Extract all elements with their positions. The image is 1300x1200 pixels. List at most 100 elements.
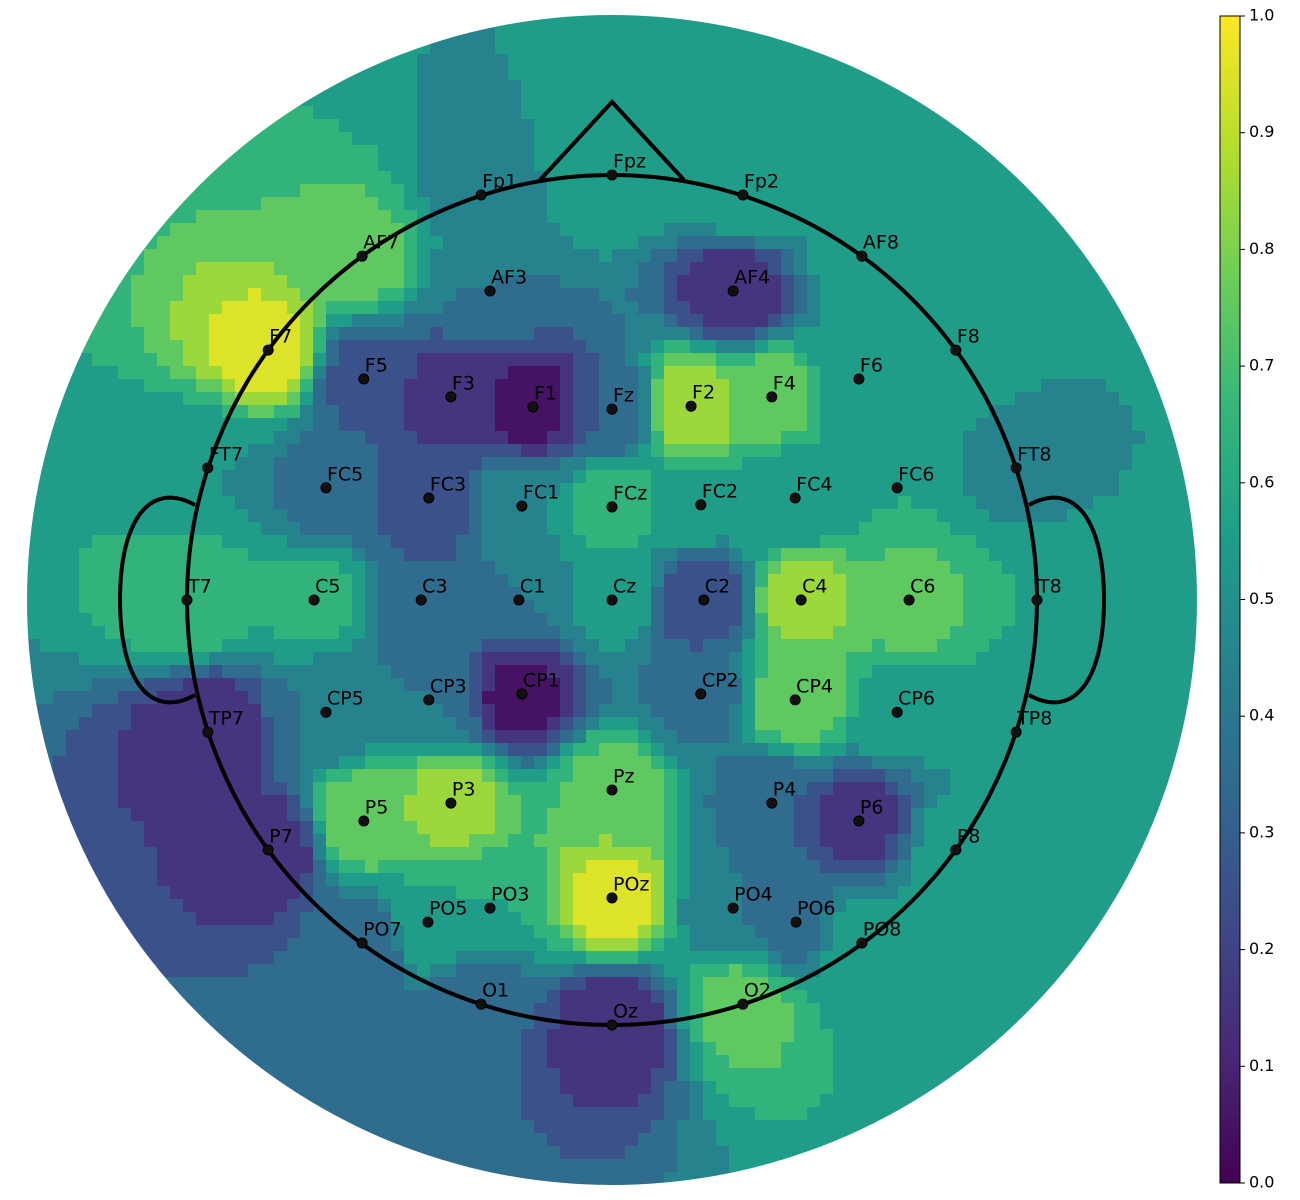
field-cell: [872, 522, 886, 536]
field-cell: [1093, 665, 1107, 679]
field-cell: [404, 782, 418, 796]
field-cell: [404, 730, 418, 744]
field-cell: [716, 145, 730, 159]
field-cell: [859, 184, 873, 198]
field-cell: [547, 184, 561, 198]
field-cell: [781, 704, 795, 718]
field-cell: [430, 366, 444, 380]
field-cell: [300, 678, 314, 692]
field-cell: [625, 717, 639, 731]
field-cell: [482, 145, 496, 159]
field-cell: [820, 457, 834, 471]
field-cell: [586, 340, 600, 354]
field-cell: [326, 184, 340, 198]
field-cell: [1041, 340, 1055, 354]
field-cell: [911, 132, 925, 146]
field-cell: [1093, 249, 1107, 263]
field-cell: [651, 665, 665, 679]
field-cell: [183, 405, 197, 419]
field-cell: [352, 795, 366, 809]
field-cell: [144, 379, 158, 393]
field-cell: [677, 184, 691, 198]
field-cell: [157, 418, 171, 432]
field-cell: [300, 132, 314, 146]
field-cell: [118, 691, 132, 705]
field-cell: [508, 67, 522, 81]
field-cell: [781, 548, 795, 562]
field-cell: [885, 366, 899, 380]
field-cell: [495, 574, 509, 588]
field-cell: [1015, 275, 1029, 289]
field-cell: [1041, 184, 1055, 198]
field-cell: [66, 548, 80, 562]
field-cell: [950, 236, 964, 250]
field-cell: [989, 210, 1003, 224]
field-cell: [612, 236, 626, 250]
field-cell: [378, 93, 392, 107]
field-cell: [443, 743, 457, 757]
field-cell: [131, 574, 145, 588]
field-cell: [885, 522, 899, 536]
field-cell: [833, 561, 847, 575]
field-cell: [495, 561, 509, 575]
field-cell: [599, 197, 613, 211]
field-cell: [807, 639, 821, 653]
field-cell: [495, 418, 509, 432]
field-cell: [573, 210, 587, 224]
field-cell: [1158, 418, 1172, 432]
field-cell: [690, 444, 704, 458]
field-cell: [1093, 496, 1107, 510]
field-cell: [989, 392, 1003, 406]
field-cell: [768, 535, 782, 549]
field-cell: [469, 470, 483, 484]
field-cell: [1158, 782, 1172, 796]
field-cell: [638, 626, 652, 640]
field-cell: [534, 795, 548, 809]
field-cell: [1028, 197, 1042, 211]
field-cell: [807, 106, 821, 120]
field-cell: [222, 470, 236, 484]
field-cell: [1015, 626, 1029, 640]
field-cell: [924, 821, 938, 835]
field-cell: [924, 639, 938, 653]
field-cell: [248, 223, 262, 237]
field-cell: [1093, 808, 1107, 822]
field-cell: [898, 639, 912, 653]
field-cell: [690, 223, 704, 237]
field-cell: [1067, 262, 1081, 276]
field-cell: [235, 327, 249, 341]
field-cell: [625, 444, 639, 458]
field-cell: [1158, 808, 1172, 822]
field-cell: [820, 821, 834, 835]
field-cell: [560, 548, 574, 562]
field-cell: [352, 301, 366, 315]
field-cell: [716, 795, 730, 809]
field-cell: [742, 483, 756, 497]
field-cell: [898, 665, 912, 679]
field-cell: [534, 717, 548, 731]
field-cell: [820, 704, 834, 718]
field-cell: [456, 379, 470, 393]
field-cell: [183, 704, 197, 718]
field-cell: [1145, 405, 1159, 419]
field-cell: [690, 561, 704, 575]
field-cell: [612, 288, 626, 302]
field-cell: [547, 522, 561, 536]
field-cell: [781, 314, 795, 328]
field-cell: [651, 756, 665, 770]
field-cell: [1054, 795, 1068, 809]
field-cell: [794, 327, 808, 341]
field-cell: [40, 704, 54, 718]
field-cell: [729, 522, 743, 536]
field-cell: [664, 210, 678, 224]
field-cell: [729, 210, 743, 224]
field-cell: [1054, 327, 1068, 341]
field-cell: [560, 600, 574, 614]
field-cell: [820, 418, 834, 432]
field-cell: [456, 782, 470, 796]
field-cell: [534, 548, 548, 562]
field-cell: [989, 431, 1003, 445]
field-cell: [573, 587, 587, 601]
field-cell: [599, 691, 613, 705]
field-cell: [1028, 509, 1042, 523]
